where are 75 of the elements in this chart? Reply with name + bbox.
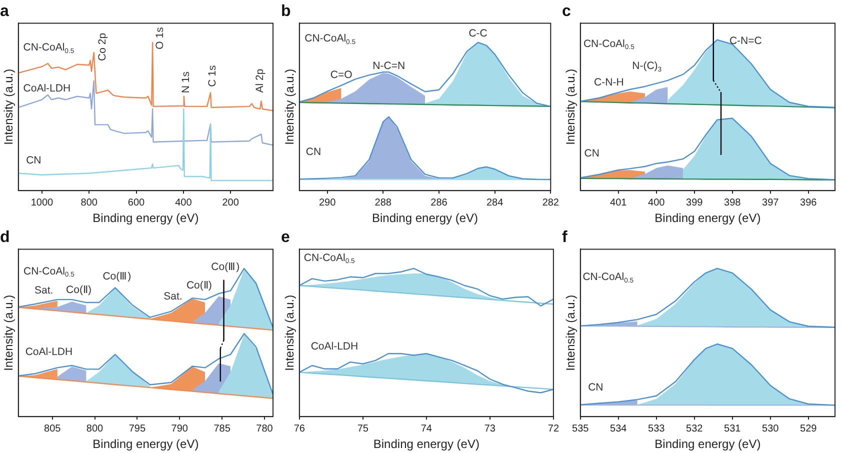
chart-title: c	[562, 3, 571, 20]
x-axis-title: Binding energy (eV)	[654, 211, 761, 226]
x-tick-label: 76	[294, 423, 306, 434]
chart-title: a	[0, 3, 9, 20]
y-axis-title: Intensity (a.u.)	[282, 68, 297, 145]
x-tick-label: 533	[648, 423, 666, 434]
annotation: Co(Ⅱ)	[66, 284, 92, 296]
x-tick-label: 1000	[30, 197, 54, 208]
annotation: CN	[584, 147, 600, 160]
x-tick-label: 805	[44, 423, 62, 434]
annotation: N-C=N	[372, 60, 406, 72]
chart-title: b	[281, 3, 291, 20]
x-tick-label: 780	[256, 423, 274, 434]
x-tick-label: 795	[128, 423, 146, 434]
annotation: CoAl-LDH	[25, 346, 73, 358]
x-axis-title: Binding energy (eV)	[373, 437, 480, 452]
annotation: CN	[26, 154, 42, 167]
annotation: O 1s	[154, 27, 166, 50]
y-axis-title: Intensity (a.u.)	[564, 294, 578, 371]
annotation: C-N-H	[594, 76, 624, 88]
x-tick-label: 400	[648, 197, 666, 208]
x-tick-label: 75	[357, 423, 369, 434]
x-tick-label: 286	[430, 197, 448, 208]
annotation: Al 2p	[254, 68, 266, 93]
x-tick-label: 282	[542, 197, 560, 208]
x-tick-label: 529	[800, 423, 818, 434]
x-tick-label: 600	[128, 197, 146, 208]
y-axis-title: Intensity (a.u.)	[2, 294, 16, 371]
x-tick-label: 200	[222, 197, 240, 208]
x-axis-title: Binding energy (eV)	[372, 211, 478, 226]
x-tick-label: 288	[374, 197, 392, 208]
x-tick-label: 785	[214, 423, 231, 434]
x-tick-label: 530	[762, 423, 780, 434]
x-tick-label: 531	[724, 423, 742, 434]
x-tick-label: 399	[686, 197, 704, 208]
x-tick-label: 73	[484, 423, 496, 434]
annotation: C=O	[330, 68, 352, 81]
x-tick-label: 398	[724, 197, 742, 208]
x-tick-label: 284	[486, 197, 504, 208]
x-axis-title: Binding energy (eV)	[92, 437, 199, 452]
x-tick-label: 74	[420, 423, 432, 434]
x-axis-title: Binding energy (eV)	[654, 437, 761, 452]
annotation: CoAl-LDH	[23, 82, 71, 94]
annotation: CoAl-LDH	[310, 340, 358, 353]
chart-title: f	[562, 229, 568, 246]
x-tick-label: 290	[318, 197, 336, 208]
x-tick-label: 401	[610, 197, 628, 208]
x-tick-label: 532	[686, 423, 704, 434]
y-axis-title: Intensity (a.u.)	[2, 68, 16, 145]
annotation: Co(Ⅲ)	[102, 270, 132, 282]
chart-title: e	[281, 229, 290, 246]
annotation: Co(Ⅲ)	[211, 260, 240, 273]
annotation: CN	[588, 382, 604, 394]
chart-title: d	[0, 229, 10, 246]
text: C-C	[468, 27, 488, 40]
x-tick-label: 400	[175, 197, 192, 208]
annotation: Sat.	[34, 284, 54, 297]
annotation: Co 2p	[96, 32, 109, 61]
x-tick-label: 800	[80, 197, 98, 208]
x-tick-label: 534	[610, 423, 628, 434]
annotation: Co(Ⅱ)	[186, 279, 212, 292]
x-tick-label: 397	[762, 197, 780, 208]
annotation: CN	[306, 146, 322, 158]
x-axis-title: Binding energy (eV)	[92, 211, 199, 226]
y-axis-title: Intensity (a.u.)	[564, 68, 578, 145]
x-tick-label: 396	[800, 197, 818, 208]
annotation: Sat.	[164, 290, 182, 302]
x-tick-label: 800	[86, 423, 104, 434]
annotation: N 1s	[180, 71, 192, 94]
y-axis-title: Intensity (a.u.)	[282, 294, 297, 371]
x-tick-label: 72	[548, 423, 560, 434]
x-tick-label: 790	[171, 423, 188, 434]
x-tick-label: 535	[572, 423, 590, 434]
annotation: C-N=C	[729, 34, 762, 47]
annotation: C 1s	[206, 65, 218, 87]
